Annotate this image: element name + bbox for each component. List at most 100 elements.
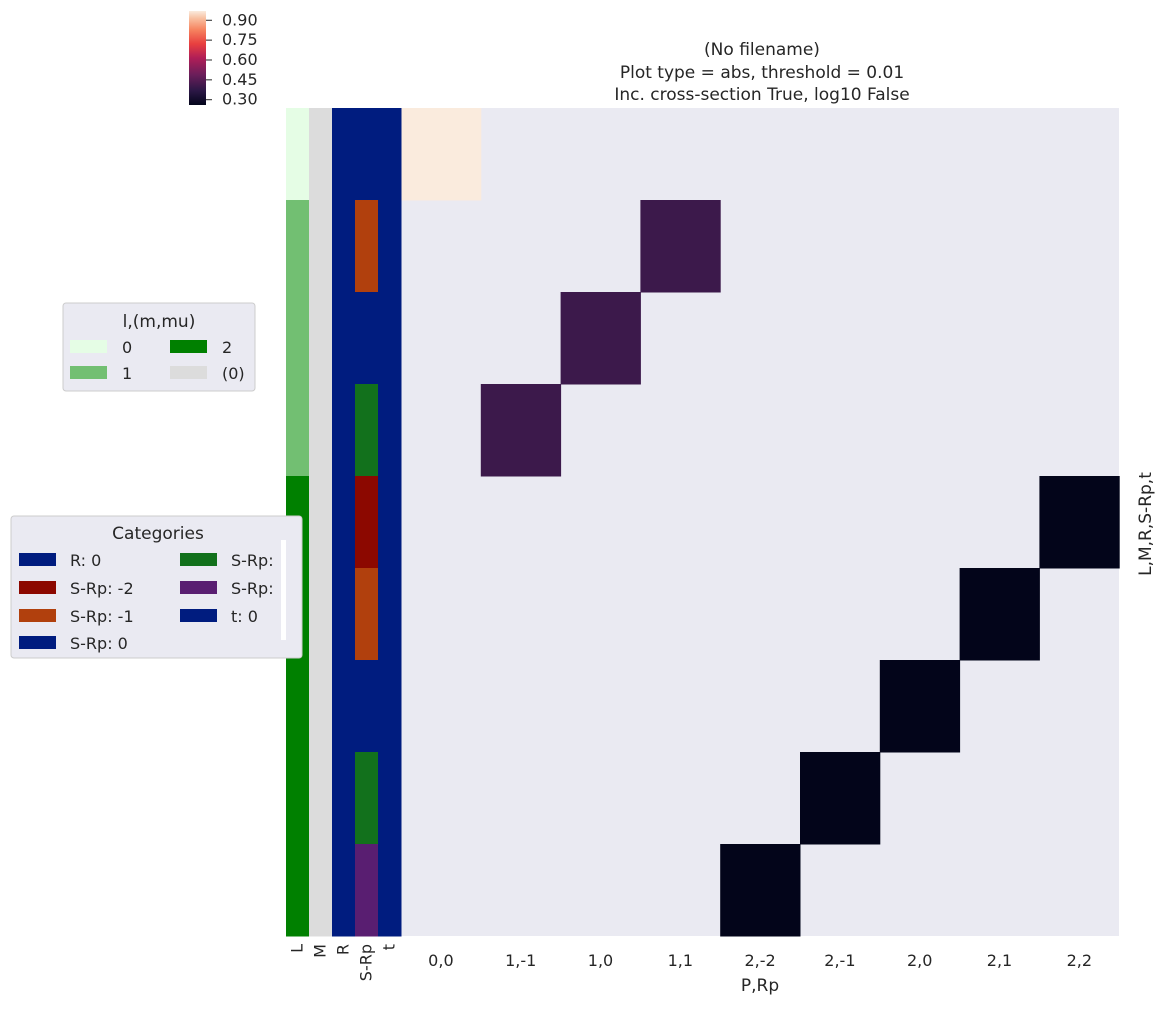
row-color-s-rp <box>355 660 379 753</box>
row-color-t <box>378 384 402 477</box>
legend-categories-title: Categories <box>112 524 204 544</box>
heatmap-cell <box>560 292 641 385</box>
x-tick-label: 1,-1 <box>505 951 536 970</box>
row-color-t <box>378 200 402 293</box>
row-color-l <box>286 660 310 753</box>
row-color-r <box>332 568 356 661</box>
legend-label: S-Rp: -2 <box>70 579 134 598</box>
legend-label: 2 <box>222 338 232 357</box>
x-tick-labels: 0,0 1,-1 1,0 1,1 2,-2 2,-1 2,0 2,1 2,2 L M R S-Rp t <box>288 944 1093 981</box>
row-color-s-rp <box>355 568 379 661</box>
legend-swatch <box>170 340 207 353</box>
row-color-l <box>286 292 310 385</box>
row-color-t <box>378 476 402 569</box>
legend-label: (0) <box>222 364 245 383</box>
row-color-column-label: M <box>311 944 330 958</box>
legend-swatch <box>180 609 217 622</box>
plot-background <box>401 108 1119 936</box>
heatmap-cells <box>401 108 1120 937</box>
x-tick-label: 0,0 <box>428 951 453 970</box>
colorbar-tick-label: 0.45 <box>222 70 258 89</box>
legend-clip-cover <box>281 540 286 640</box>
row-color-r <box>332 200 356 293</box>
row-color-r <box>332 108 356 201</box>
row-color-r <box>332 292 356 385</box>
row-color-r <box>332 660 356 753</box>
row-color-m <box>309 108 333 201</box>
legend-swatch <box>70 340 107 353</box>
row-color-column-label: t <box>380 944 399 950</box>
legend-swatch <box>170 366 207 379</box>
row-color-m <box>309 292 333 385</box>
row-color-m <box>309 384 333 477</box>
legend-label: S-Rp: <box>231 579 274 598</box>
row-color-t <box>378 292 402 385</box>
heatmap-cell <box>959 568 1040 661</box>
chart-title-line-3: Inc. cross-section True, log10 False <box>614 85 909 105</box>
heatmap-cell <box>720 844 801 937</box>
colorbar-tick-label: 0.60 <box>222 50 258 69</box>
row-color-t <box>378 844 402 937</box>
row-color-column-label: L <box>288 944 307 953</box>
row-color-r <box>332 844 356 937</box>
row-color-s-rp <box>355 292 379 385</box>
legend-label: S-Rp: -1 <box>70 607 134 626</box>
legend-categories: Categories R: 0 S-Rp: S-Rp: -2 S-Rp: S-Rp: -… <box>10 515 303 659</box>
row-color-columns <box>286 108 402 937</box>
chart-title-line-1: (No filename) <box>704 40 820 60</box>
legend-swatch <box>180 581 217 594</box>
legend-lmmu: l,(m,mu) 0 2 1 (0) <box>62 302 256 392</box>
row-color-l <box>286 844 310 937</box>
legend-label: 0 <box>122 338 132 357</box>
row-color-m <box>309 752 333 845</box>
row-color-column-label: R <box>334 944 353 955</box>
row-color-m <box>309 200 333 293</box>
legend-label: 1 <box>122 364 132 383</box>
heatmap-cell <box>401 108 482 201</box>
x-tick-label: 2,1 <box>987 951 1012 970</box>
x-tick-label: 2,0 <box>907 951 932 970</box>
legend-categories-frame <box>10 515 303 659</box>
legend-label: t: 0 <box>231 607 258 626</box>
row-color-s-rp <box>355 476 379 569</box>
colorbar: 0.900.750.600.450.30 <box>189 10 258 109</box>
legend-lmmu-title: l,(m,mu) <box>123 312 196 332</box>
row-color-m <box>309 844 333 937</box>
legend-swatch <box>19 609 56 622</box>
legend-swatch <box>70 366 107 379</box>
row-color-m <box>309 476 333 569</box>
x-tick-label: 2,-1 <box>824 951 855 970</box>
heatmap-cell <box>480 384 562 477</box>
legend-swatch <box>19 636 56 649</box>
row-color-t <box>378 108 402 201</box>
legend-swatch <box>19 581 56 594</box>
heatmap-cell <box>1039 476 1120 569</box>
legend-label: R: 0 <box>70 551 101 570</box>
colorbar-tick-label: 0.30 <box>222 90 258 109</box>
row-color-s-rp <box>355 752 379 845</box>
row-color-s-rp <box>355 108 379 201</box>
colorbar-tick-label: 0.75 <box>222 30 258 49</box>
row-color-s-rp <box>355 200 379 293</box>
colorbar-tick-label: 0.90 <box>222 10 258 29</box>
x-tick-label: 1,1 <box>668 951 693 970</box>
x-tick-label: 2,-2 <box>744 951 775 970</box>
legend-label: S-Rp: <box>231 551 274 570</box>
row-color-t <box>378 752 402 845</box>
heatmap-cell <box>640 200 721 293</box>
chart-title-line-2: Plot type = abs, threshold = 0.01 <box>620 63 904 83</box>
row-color-r <box>332 384 356 477</box>
row-color-s-rp <box>355 844 379 937</box>
colorbar-gradient <box>189 11 206 105</box>
legend-label: S-Rp: 0 <box>70 634 128 653</box>
row-color-l <box>286 384 310 477</box>
row-color-s-rp <box>355 384 379 477</box>
row-color-m <box>309 660 333 753</box>
row-color-r <box>332 752 356 845</box>
x-tick-label: 2,2 <box>1067 951 1092 970</box>
x-tick-label: 1,0 <box>588 951 613 970</box>
legend-swatch <box>180 553 217 566</box>
row-color-column-label: S-Rp <box>357 944 376 981</box>
row-color-t <box>378 660 402 753</box>
